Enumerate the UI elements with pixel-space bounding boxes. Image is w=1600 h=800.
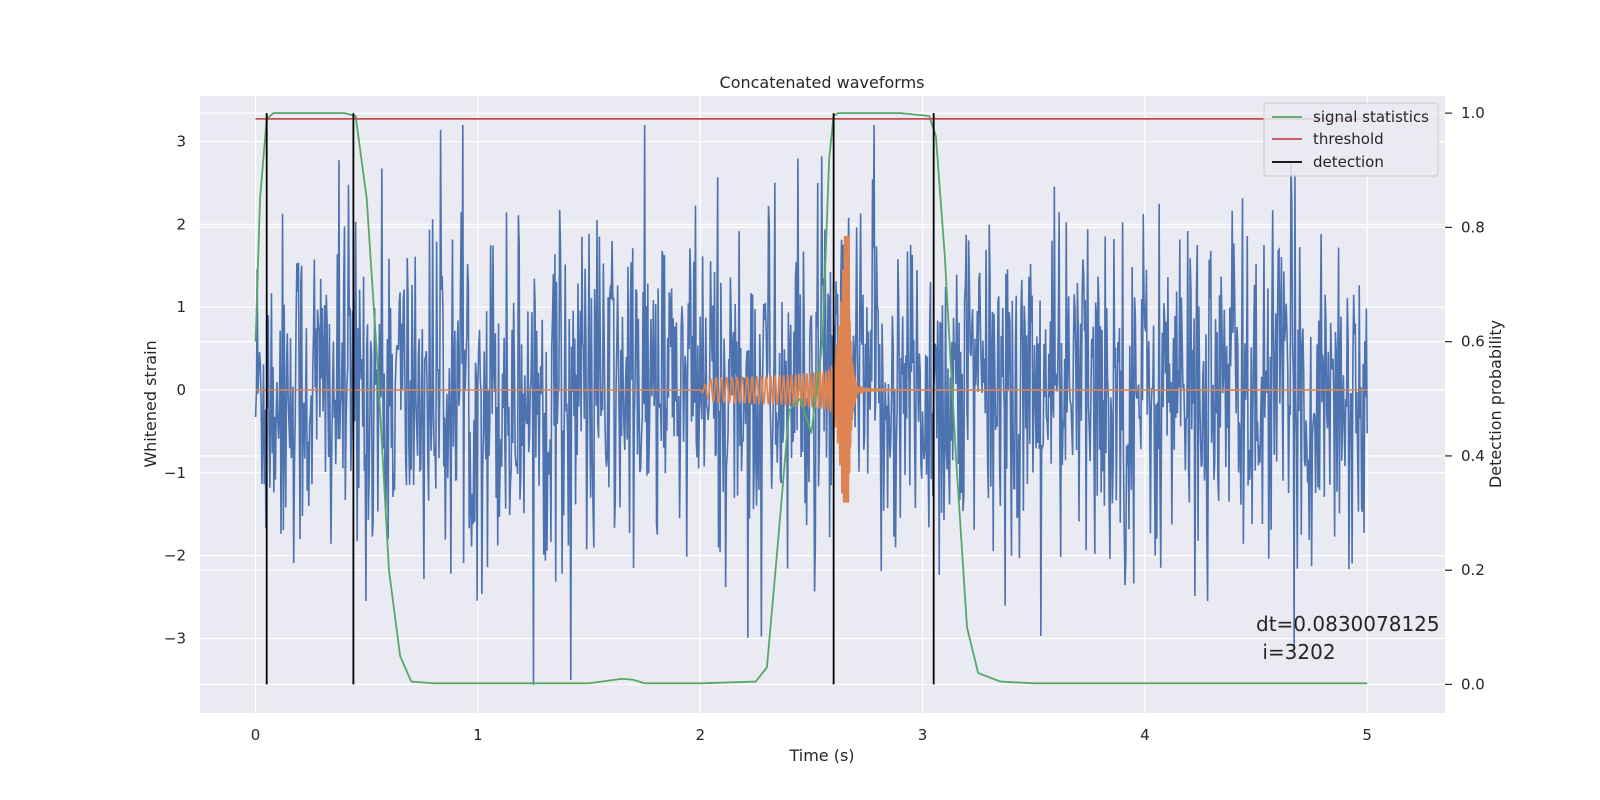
series-noise-line <box>254 124 1368 685</box>
y-tick-label-4: 1 <box>176 298 186 316</box>
x-axis-label: Time (s) <box>788 746 854 765</box>
y2-axis-label: Detection probability <box>1486 320 1505 488</box>
annotation-i: i=3202 <box>1256 640 1336 664</box>
legend-frame <box>1263 102 1439 177</box>
y-axis-label: Whitened strain <box>141 340 160 467</box>
x-tick-label-1: 1 <box>473 726 483 744</box>
annotation: dt=0.0830078125 i=3202 <box>1256 612 1440 664</box>
chart-title: Concatenated waveforms <box>720 73 925 92</box>
x-axis-ticks: 0 1 2 3 4 5 <box>251 726 1372 744</box>
y2-tick-label-2: 0.4 <box>1461 447 1485 465</box>
x-tick-label-0: 0 <box>251 726 261 744</box>
y-tick-label-3: 0 <box>176 381 186 399</box>
y2-axis-ticks: 0.0 0.2 0.4 0.6 0.8 1.0 <box>1445 104 1485 693</box>
series-signal-statistics-line <box>254 112 1368 685</box>
y2-tick-label-5: 1.0 <box>1461 104 1485 122</box>
x-tick-label-2: 2 <box>695 726 705 744</box>
x-tick-label-3: 3 <box>918 726 928 744</box>
legend-label-detection: detection <box>1313 153 1384 171</box>
annotation-dt: dt=0.0830078125 <box>1256 612 1440 636</box>
y-tick-label-6: 3 <box>176 133 186 151</box>
series-chirp-line <box>255 235 1368 503</box>
legend-label-threshold: threshold <box>1313 130 1384 148</box>
y-tick-label-2: −1 <box>164 464 186 482</box>
y2-tick-label-1: 0.2 <box>1461 561 1485 579</box>
legend: signal statistics threshold detection <box>1263 102 1439 177</box>
x-tick-label-4: 4 <box>1140 726 1150 744</box>
y2-tick-label-0: 0.0 <box>1461 675 1485 693</box>
plot-layer <box>254 112 1368 685</box>
y-tick-label-5: 2 <box>176 215 186 233</box>
x-tick-label-5: 5 <box>1362 726 1372 744</box>
y-tick-label-1: −2 <box>164 547 186 565</box>
legend-label-signal-statistics: signal statistics <box>1313 108 1429 126</box>
y-tick-label-0: −3 <box>164 629 186 647</box>
y2-tick-label-4: 0.8 <box>1461 218 1485 236</box>
y2-tick-label-3: 0.6 <box>1461 333 1485 351</box>
y-axis-ticks: −3 −2 −1 0 1 2 3 <box>164 133 186 648</box>
